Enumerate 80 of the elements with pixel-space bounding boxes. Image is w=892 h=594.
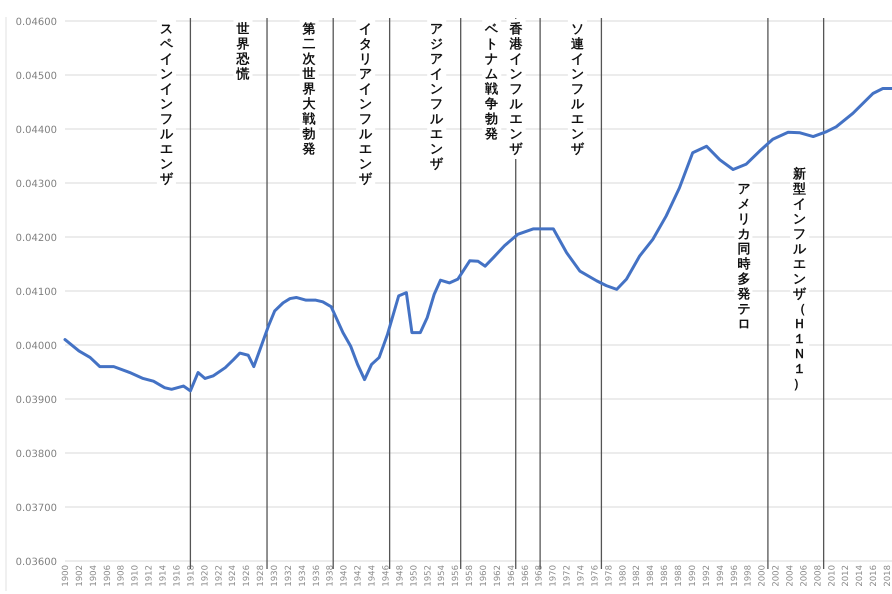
x-tick-label: 1962 (492, 565, 503, 587)
x-tick-label: 1924 (228, 565, 238, 587)
x-tick-label: 1928 (256, 565, 266, 587)
text: アジアインフルエンザ (430, 22, 444, 172)
x-tick-label: 1900 (61, 565, 71, 587)
x-tick-label: 1964 (506, 565, 517, 587)
x-tick-label: 1972 (562, 565, 573, 587)
x-tick-label: 1906 (102, 565, 113, 587)
x-tick-label: 1936 (312, 565, 322, 587)
x-tick-label: 1982 (632, 565, 642, 587)
x-tick-label: 1976 (590, 565, 600, 587)
y-tick-label: 0.04500 (16, 71, 57, 82)
x-tick-label: 1990 (688, 565, 698, 587)
y-tick-label: 0.03900 (16, 395, 57, 406)
x-tick-label: 1986 (660, 565, 670, 587)
x-tick-label: 1988 (674, 565, 684, 587)
x-tick-label: 1978 (604, 565, 614, 587)
x-tick-label: 1974 (576, 565, 587, 587)
x-tick-label: 1984 (646, 565, 656, 587)
x-tick-label: 1942 (354, 565, 364, 587)
x-tick-label: 2016 (869, 565, 880, 587)
x-tick-label: 1950 (409, 565, 420, 587)
x-tick-label: 1944 (368, 565, 378, 587)
x-tick-label: 2018 (883, 565, 892, 587)
x-tick-label: 1958 (465, 565, 476, 587)
x-tick-label: 1902 (74, 565, 85, 587)
text: 香港インフルエンザ (510, 22, 523, 157)
text: 第二次世界大戦勃発 (302, 22, 316, 157)
x-tick-label: 2014 (855, 565, 866, 587)
ref-line-label: 世界恐慌 (236, 22, 251, 82)
y-tick-label: 0.04100 (16, 287, 57, 298)
y-tick-label: 0.04400 (16, 125, 57, 136)
x-tick-label: 1994 (716, 565, 726, 587)
x-tick-label: 1926 (242, 565, 252, 587)
x-tick-label: 2008 (813, 565, 824, 587)
x-tick-label: 1956 (451, 565, 462, 587)
x-tick-label: 2010 (827, 565, 838, 587)
x-tick-label: 2006 (799, 565, 810, 587)
x-tick-label: 1914 (158, 565, 169, 587)
x-tick-label: 1954 (437, 565, 448, 587)
x-tick-label: 1992 (702, 565, 712, 587)
y-tick-label: 0.03800 (16, 449, 57, 460)
y-tick-label: 0.04300 (16, 179, 57, 190)
x-tick-label: 1908 (116, 565, 127, 587)
x-tick-label: 1940 (340, 565, 350, 587)
x-tick-label: 1932 (284, 565, 294, 587)
x-tick-label: 1952 (423, 565, 434, 587)
x-tick-label: 1910 (130, 565, 141, 587)
x-tick-label: 1946 (381, 565, 392, 587)
y-tick-label: 0.03600 (16, 557, 57, 568)
y-tick-label: 0.04600 (16, 17, 57, 28)
x-tick-label: 1904 (88, 565, 99, 587)
x-tick-label: 1916 (172, 565, 182, 587)
x-tick-label: 1934 (298, 565, 308, 587)
text: アメリカ同時多発テロ (737, 182, 750, 332)
text: イタリアインフルエンザ (359, 22, 372, 187)
text: スペインインフルエンザ (160, 22, 173, 187)
x-tick-label: 1998 (744, 565, 754, 587)
x-tick-label: 1920 (200, 565, 210, 587)
x-tick-label: 1930 (270, 565, 280, 587)
x-tick-label: 2002 (772, 565, 782, 587)
x-tick-label: 1938 (326, 565, 336, 587)
y-tick-label: 0.03700 (16, 503, 57, 514)
x-tick-label: 1970 (548, 565, 559, 587)
text: 新型インフルエンザ（Ｈ１Ｎ１） (793, 167, 806, 392)
ref-line-label: ベトナム戦争勃発 (484, 22, 500, 142)
x-tick-label: 1960 (478, 565, 489, 587)
x-tick-label: 1912 (144, 565, 155, 587)
x-tick-label: 1980 (618, 565, 628, 587)
x-tick-label: 1948 (395, 565, 406, 587)
x-tick-label: 1966 (520, 565, 531, 587)
x-tick-label: 2012 (841, 565, 852, 587)
x-tick-label: 1996 (730, 565, 740, 587)
text: ソ連インフルエンザ (570, 22, 584, 157)
x-tick-label: 2004 (786, 565, 796, 587)
y-tick-label: 0.04200 (16, 233, 57, 244)
y-tick-label: 0.04000 (16, 341, 57, 352)
x-tick-label: 2000 (758, 565, 768, 587)
x-tick-label: 1922 (214, 565, 224, 587)
x-tick-label: 1968 (534, 565, 545, 587)
